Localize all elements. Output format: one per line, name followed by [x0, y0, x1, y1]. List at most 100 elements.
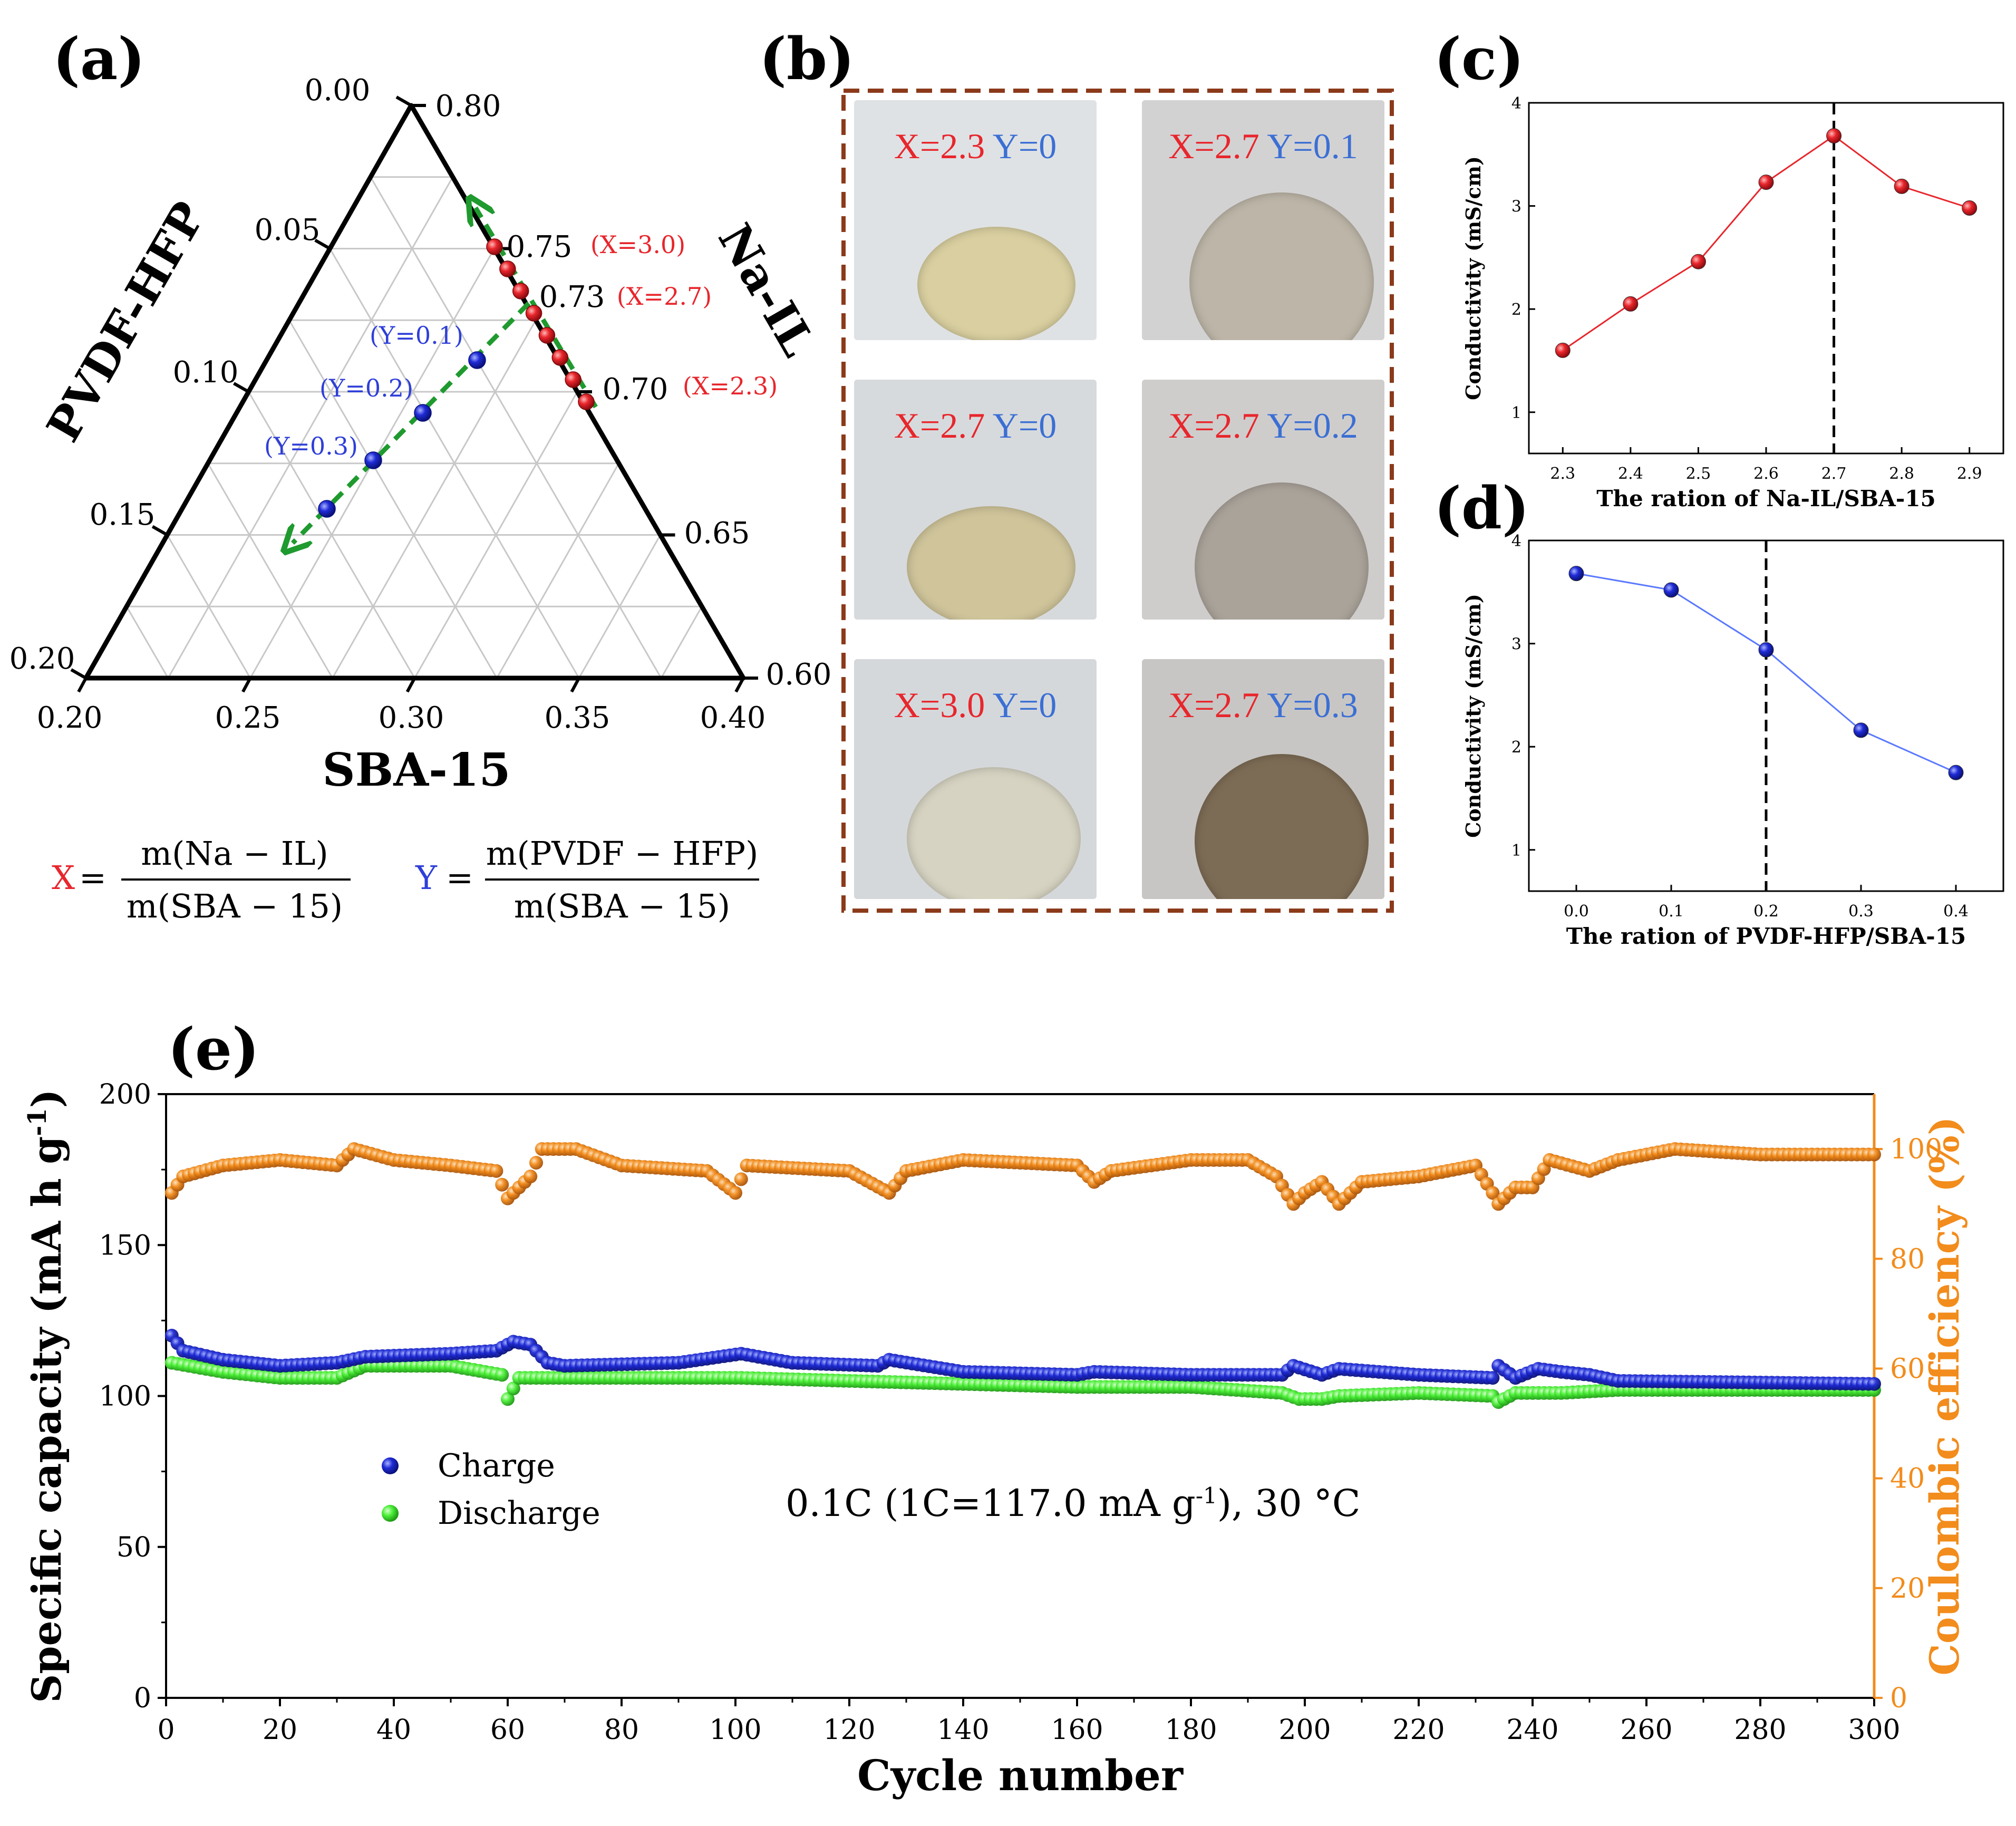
photo-caption-x: X=2.7: [1168, 126, 1259, 166]
membrane-disc: [1195, 482, 1369, 620]
y2-axis-label: Coulombic efficiency (%): [1921, 1116, 1968, 1676]
ternary-x-label-1: (X=2.7): [617, 282, 712, 311]
photo-caption-y: Y=0.2: [1267, 405, 1358, 446]
data-point: [495, 1368, 509, 1382]
ternary-axis-label-right: Na-IL: [707, 215, 825, 365]
y-tick-label: 1: [1511, 842, 1521, 860]
y-tick-label: 4: [1511, 532, 1521, 550]
annotation-end: ), 30 °C: [1217, 1482, 1361, 1525]
data-point: [1962, 200, 1978, 216]
photo-caption-y: Y=0.1: [1267, 126, 1358, 166]
plot-frame: [1528, 102, 2004, 455]
ternary-y-label-2: (Y=0.3): [264, 432, 358, 460]
ternary-right-tick-3: 0.65: [684, 516, 750, 550]
x-axis-label: The ration of PVDF-HFP/SBA-15: [1566, 923, 1966, 949]
photo-tile: X=2.7 Y=0: [854, 380, 1097, 620]
formula-y: Y = m(PVDF − HFP) m(SBA − 15): [415, 834, 759, 925]
y-tick-label: 2: [1511, 738, 1521, 757]
ternary-left-tick-0: 0.00: [305, 73, 371, 108]
ternary-x-point: [512, 283, 529, 299]
y2-tick-label: 80: [1890, 1243, 1925, 1275]
legend-label: Discharge: [438, 1495, 600, 1532]
photo-caption: X=3.0 Y=0: [854, 684, 1097, 726]
photo-caption-x: X=2.7: [1168, 405, 1259, 446]
data-point: [495, 1177, 509, 1192]
x-tick-label: 2.9: [1957, 465, 1982, 483]
x-tick-label: 120: [823, 1714, 875, 1746]
data-point: [1826, 128, 1842, 144]
series-coulombic-efficiency: [164, 1142, 1881, 1211]
annotation-sup: -1: [1196, 1483, 1217, 1509]
photo-tile: X=2.3 Y=0: [854, 100, 1097, 340]
y-axis-label: Specific capacity (mA h g-1): [23, 1089, 70, 1703]
data-point: [1758, 175, 1774, 190]
x-axis-label: The ration of Na-IL/SBA-15: [1596, 486, 1936, 511]
panel-e: (e) 0 20 40 60 80 100 120 140 160 180 200 220 240 260…: [23, 1015, 1968, 1800]
legend: Charge Discharge: [382, 1447, 600, 1532]
ternary-bottom-tick-3: 0.35: [545, 701, 610, 735]
legend-marker: [382, 1457, 399, 1474]
panel-c: (c) 2.3 2.4 2.5 2.6 2.7 2.8 2.9 1 2 3 4 The ration …: [1434, 25, 2004, 511]
data-point: [734, 1172, 748, 1186]
ternary-tick: [734, 677, 745, 693]
ternary-tick: [314, 238, 331, 250]
x-tick-label: 40: [376, 1714, 411, 1746]
ternary-tick: [233, 382, 249, 393]
x-tick-label: 300: [1848, 1714, 1900, 1746]
data-point: [1690, 254, 1706, 269]
photo-caption-x: X=2.7: [1168, 685, 1259, 725]
chart-e: 0 20 40 60 80 100 120 140 160 180 200 220 240 260 280 3…: [23, 1079, 1968, 1800]
photo-caption: X=2.3 Y=0: [854, 125, 1097, 167]
data-point: [506, 1381, 520, 1396]
ternary-bottom-tick-0: 0.20: [37, 701, 103, 735]
ternary-tick: [151, 525, 168, 537]
formula-x: X = m(Na − IL) m(SBA − 15): [52, 834, 351, 925]
panel-label-a: (a): [53, 25, 145, 93]
photo-caption-y: Y=0: [992, 685, 1057, 725]
photo-frame: [841, 89, 1394, 913]
y-axis-label: Conductivity (mS/cm): [1461, 594, 1485, 838]
y-tick-label: 2: [1511, 301, 1521, 319]
y-axis-label-main: Specific capacity (mA h g: [23, 1136, 70, 1703]
membrane-disc: [907, 506, 1075, 620]
x-tick-label: 2.4: [1618, 465, 1643, 483]
panel-label-d: (d): [1434, 474, 1529, 542]
legend-label: Charge: [438, 1447, 555, 1484]
x-tick-label: 220: [1392, 1714, 1445, 1746]
data-point: [1867, 1377, 1881, 1391]
data-point: [1555, 342, 1571, 358]
membrane-disc: [917, 227, 1075, 340]
x-tick-label: 160: [1051, 1714, 1103, 1746]
data-point: [1853, 722, 1869, 738]
data-point: [1663, 582, 1679, 598]
ternary-y-point: [318, 500, 336, 518]
membrane-disc: [1189, 192, 1374, 340]
y2-tick-label: 100: [1890, 1134, 1942, 1165]
ternary-gridline: [288, 320, 498, 679]
y-tick-label: 3: [1511, 198, 1521, 216]
photo-caption: X=2.7 Y=0: [854, 405, 1097, 447]
panel-label-e: (e): [168, 1015, 259, 1083]
x-tick-label: 260: [1620, 1714, 1672, 1746]
photo-caption-x: X=2.7: [894, 405, 985, 446]
data-point: [1568, 566, 1584, 582]
ternary-tick: [405, 677, 416, 693]
formula-x-numerator: m(Na − IL): [141, 834, 328, 873]
data-point: [489, 1164, 503, 1178]
membrane-disc: [1195, 754, 1369, 899]
x-tick-label: 2.8: [1889, 465, 1914, 483]
ternary-left-tick-3: 0.15: [90, 498, 156, 532]
ternary-gridline: [496, 463, 620, 679]
chart-d: 0.0 0.1 0.2 0.3 0.4 1 2 3 4 The ration of PVDF-HF…: [1461, 532, 2004, 949]
membrane-disc: [907, 767, 1081, 899]
x-tick-label: 0.0: [1564, 902, 1589, 921]
x-tick-label: 0.1: [1659, 902, 1684, 921]
ternary-x-point: [486, 238, 503, 255]
data-point: [1486, 1186, 1500, 1200]
data-point: [1894, 178, 1910, 194]
data-point: [729, 1186, 742, 1200]
ternary-right-tick-0: 0.80: [435, 89, 501, 123]
x-tick-label: 0.2: [1753, 902, 1779, 921]
x-tick-label: 60: [490, 1714, 525, 1746]
